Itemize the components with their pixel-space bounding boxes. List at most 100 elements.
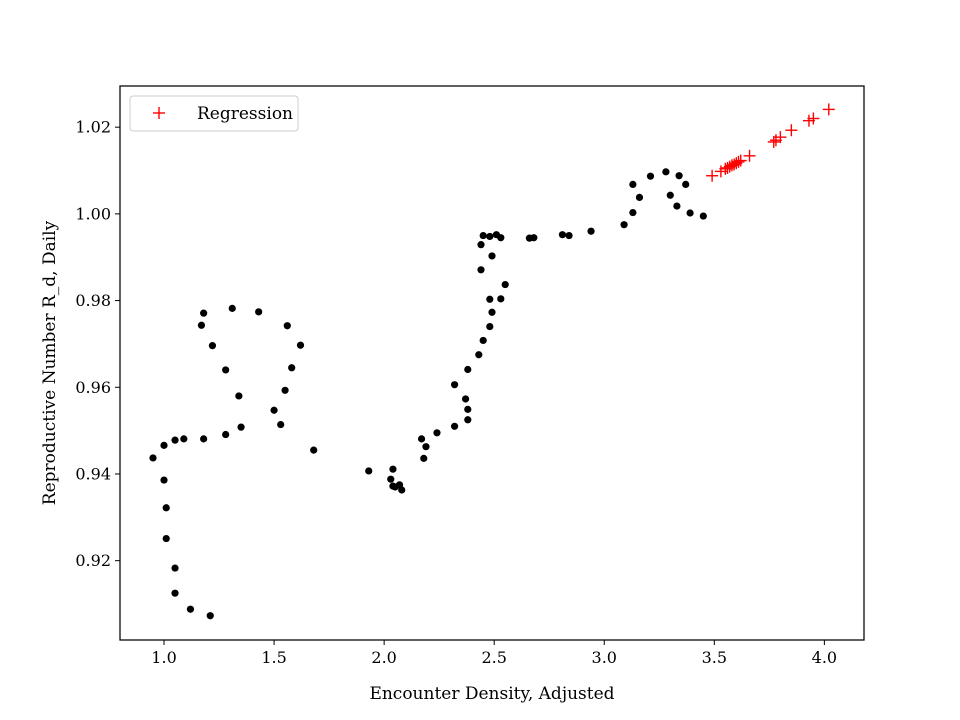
y-tick-label: 0.92 [75, 551, 111, 570]
data-point [686, 209, 694, 217]
data-point [673, 202, 681, 210]
plot-frame [119, 85, 865, 641]
data-point [461, 395, 470, 403]
data-point [479, 231, 487, 240]
data-point [629, 180, 637, 189]
data-point [477, 266, 485, 274]
data-point [464, 405, 472, 413]
data-point [682, 180, 690, 189]
regression-point [732, 155, 745, 168]
data-point [200, 309, 208, 317]
regression-point [822, 103, 835, 116]
data-point [237, 423, 245, 431]
regression-point [807, 112, 820, 125]
data-point [558, 231, 567, 239]
data-point [277, 420, 285, 429]
data-point [635, 193, 644, 202]
data-point [422, 443, 430, 451]
data-point [180, 435, 188, 443]
data-point [171, 589, 179, 597]
data-point [171, 564, 179, 572]
data-point [162, 534, 170, 543]
data-point [450, 422, 459, 430]
data-point [228, 304, 236, 312]
data-point [587, 227, 595, 235]
data-point [629, 208, 637, 217]
data-point [398, 486, 406, 494]
y-tick-label: 1.02 [75, 118, 111, 137]
data-point [497, 234, 505, 242]
legend-plus-marker [153, 107, 165, 119]
regression-point [734, 154, 747, 167]
data-point [171, 436, 179, 444]
data-point [486, 232, 494, 241]
data-point [420, 454, 428, 462]
x-tick-label: 1.5 [261, 648, 286, 667]
data-point [486, 322, 494, 331]
data-point [497, 295, 505, 303]
legend-regression-marker [153, 107, 165, 119]
legend-box [129, 95, 299, 132]
data-point [620, 221, 628, 229]
data-point [666, 191, 674, 199]
data-point [270, 406, 278, 414]
x-tick-label: 3.5 [702, 648, 727, 667]
legend: Regression [129, 95, 299, 132]
data-point [417, 435, 426, 443]
x-tick-label: 1.0 [151, 648, 176, 667]
regression-point [706, 169, 719, 182]
data-point [365, 467, 373, 475]
data-point [283, 322, 291, 330]
data-point [288, 364, 296, 372]
x-tick-label: 2.5 [481, 648, 506, 667]
data-point [479, 336, 487, 345]
y-tick-label: 0.96 [75, 378, 111, 397]
data-point [675, 172, 683, 180]
x-tick-label: 2.0 [371, 648, 396, 667]
legend-regression-label: Regression [197, 104, 293, 124]
x-axis-ticks: 1.0 1.5 2.0 2.5 3.0 3.5 4.0 [151, 640, 837, 667]
data-point [160, 441, 168, 449]
x-tick-label: 3.0 [592, 648, 617, 667]
data-point [310, 446, 318, 454]
data-point [160, 476, 168, 484]
data-point [501, 280, 509, 289]
data-point [186, 605, 195, 613]
y-tick-label: 1.00 [75, 204, 111, 223]
regression-point [774, 131, 787, 144]
data-point [206, 612, 214, 620]
data-point [222, 430, 230, 439]
y-tick-label: 0.94 [75, 464, 111, 483]
x-axis-label: Encounter Density, Adjusted [369, 684, 614, 704]
regression-point [767, 135, 780, 148]
data-point [464, 365, 472, 374]
data-point [699, 212, 707, 220]
data-point [662, 168, 670, 176]
data-point [486, 295, 494, 303]
regression-point [743, 149, 756, 162]
data-point [255, 308, 263, 316]
points-layer [149, 103, 835, 620]
data-point [197, 321, 206, 329]
data-point [475, 351, 483, 359]
data-point [149, 454, 157, 462]
data-point [646, 172, 655, 180]
data-point [162, 504, 170, 512]
data-point [389, 465, 397, 473]
data-point [450, 381, 459, 389]
data-point [281, 386, 289, 394]
x-tick-label: 4.0 [812, 648, 837, 667]
data-point [235, 392, 243, 400]
y-axis-ticks: 0.92 0.94 0.96 0.98 1.00 1.02 [75, 118, 120, 570]
data-point [389, 482, 397, 490]
y-tick-label: 0.98 [75, 291, 111, 310]
data-point [387, 475, 395, 483]
data-point [530, 234, 538, 242]
data-point [296, 341, 305, 349]
data-point [433, 429, 441, 437]
data-point [477, 241, 485, 249]
data-point [565, 231, 573, 240]
regression-point [785, 124, 798, 137]
data-point [464, 416, 472, 424]
